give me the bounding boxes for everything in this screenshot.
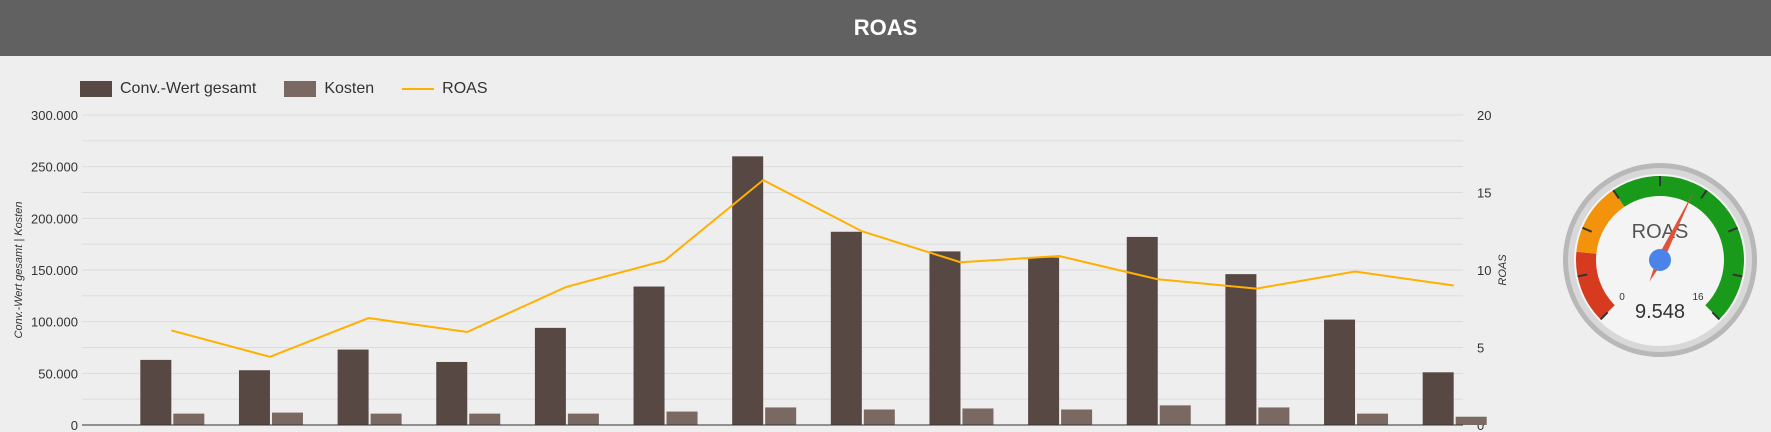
bar-conv-wert bbox=[436, 361, 468, 425]
y2-tick-label: 0 bbox=[1477, 418, 1484, 432]
legend-label-roas: ROAS bbox=[442, 80, 488, 97]
bar-conv-wert bbox=[140, 359, 172, 425]
bar-conv-wert bbox=[929, 251, 961, 425]
y-tick-label: 150.000 bbox=[31, 263, 78, 278]
bar-conv-wert bbox=[337, 349, 369, 425]
roas-gauge: ROAS 0 16 9.548 bbox=[1563, 163, 1757, 357]
bar-kosten bbox=[962, 408, 994, 425]
bar-kosten bbox=[1061, 409, 1093, 425]
gauge-tick bbox=[1577, 273, 1588, 278]
gauge-tick bbox=[1711, 311, 1721, 321]
bar-kosten bbox=[765, 407, 797, 425]
gauge-tick bbox=[1612, 189, 1620, 200]
gauge-tick bbox=[1582, 226, 1593, 233]
gauge-label: ROAS bbox=[1632, 221, 1689, 243]
bar-kosten bbox=[1159, 405, 1191, 425]
chart-title: ROAS bbox=[853, 15, 918, 40]
y2-tick-label: 20 bbox=[1477, 108, 1491, 123]
bar-conv-wert bbox=[1225, 274, 1257, 425]
y2-tick-label: 10 bbox=[1477, 263, 1491, 278]
gauge-min-label: 0 bbox=[1619, 292, 1625, 303]
legend-label-kosten: Kosten bbox=[324, 80, 375, 97]
bar-kosten bbox=[469, 413, 501, 425]
y2-axis-title: ROAS bbox=[1497, 254, 1509, 286]
legend-swatch-conv bbox=[80, 81, 112, 97]
gauge-tick bbox=[1732, 273, 1743, 278]
y-tick-label: 300.000 bbox=[31, 108, 78, 123]
legend-swatch-kosten bbox=[284, 81, 317, 97]
y-tick-label: 250.000 bbox=[31, 160, 78, 175]
bar-conv-wert bbox=[238, 370, 270, 425]
gauge-tick bbox=[1700, 189, 1708, 200]
bar-kosten bbox=[863, 409, 895, 425]
y-tick-label: 0 bbox=[71, 418, 78, 432]
legend-swatch-roas bbox=[402, 88, 435, 90]
gauge-hub bbox=[1649, 249, 1671, 271]
gauge-band bbox=[1613, 176, 1744, 320]
y2-tick-label: 5 bbox=[1477, 341, 1484, 356]
gauge-value: 9.548 bbox=[1635, 301, 1685, 323]
bar-conv-wert bbox=[830, 231, 862, 425]
legend-item-kosten[interactable]: Kosten bbox=[284, 80, 374, 98]
legend: Conv.-Wert gesamt Kosten ROAS bbox=[80, 80, 488, 98]
bar-conv-wert bbox=[1324, 319, 1356, 425]
y2-tick-label: 15 bbox=[1477, 186, 1491, 201]
bar-kosten bbox=[173, 413, 205, 425]
bar-conv-wert bbox=[732, 156, 764, 426]
gauge-band bbox=[1576, 251, 1615, 320]
bar-kosten bbox=[1455, 416, 1487, 425]
gauge-band bbox=[1576, 190, 1625, 254]
y-tick-label: 50.000 bbox=[38, 366, 78, 381]
bar-kosten bbox=[1258, 407, 1290, 425]
legend-item-roas[interactable]: ROAS bbox=[402, 80, 488, 98]
gauge-tick bbox=[1727, 226, 1738, 233]
y-tick-label: 200.000 bbox=[31, 211, 78, 226]
bar-kosten bbox=[567, 413, 599, 425]
y-tick-label: 100.000 bbox=[31, 315, 78, 330]
bar-conv-wert bbox=[534, 327, 566, 425]
bar-kosten bbox=[1357, 413, 1389, 425]
bar-conv-wert bbox=[1028, 257, 1060, 425]
chart-title-bar: ROAS bbox=[0, 0, 1771, 56]
legend-label-conv: Conv.-Wert gesamt bbox=[120, 80, 257, 97]
bar-conv-wert bbox=[1126, 236, 1158, 425]
bar-kosten bbox=[271, 412, 303, 425]
gauge-tick bbox=[1599, 311, 1609, 321]
bar-kosten bbox=[370, 413, 402, 425]
gauge-max-label: 16 bbox=[1692, 292, 1704, 303]
roas-line bbox=[171, 178, 1454, 358]
bar-conv-wert bbox=[633, 286, 665, 425]
bar-kosten bbox=[666, 411, 698, 425]
bar-conv-wert bbox=[1422, 372, 1454, 425]
y-axis-title: Conv.-Wert gesamt | Kosten bbox=[13, 202, 25, 339]
legend-item-conv[interactable]: Conv.-Wert gesamt bbox=[80, 80, 256, 98]
